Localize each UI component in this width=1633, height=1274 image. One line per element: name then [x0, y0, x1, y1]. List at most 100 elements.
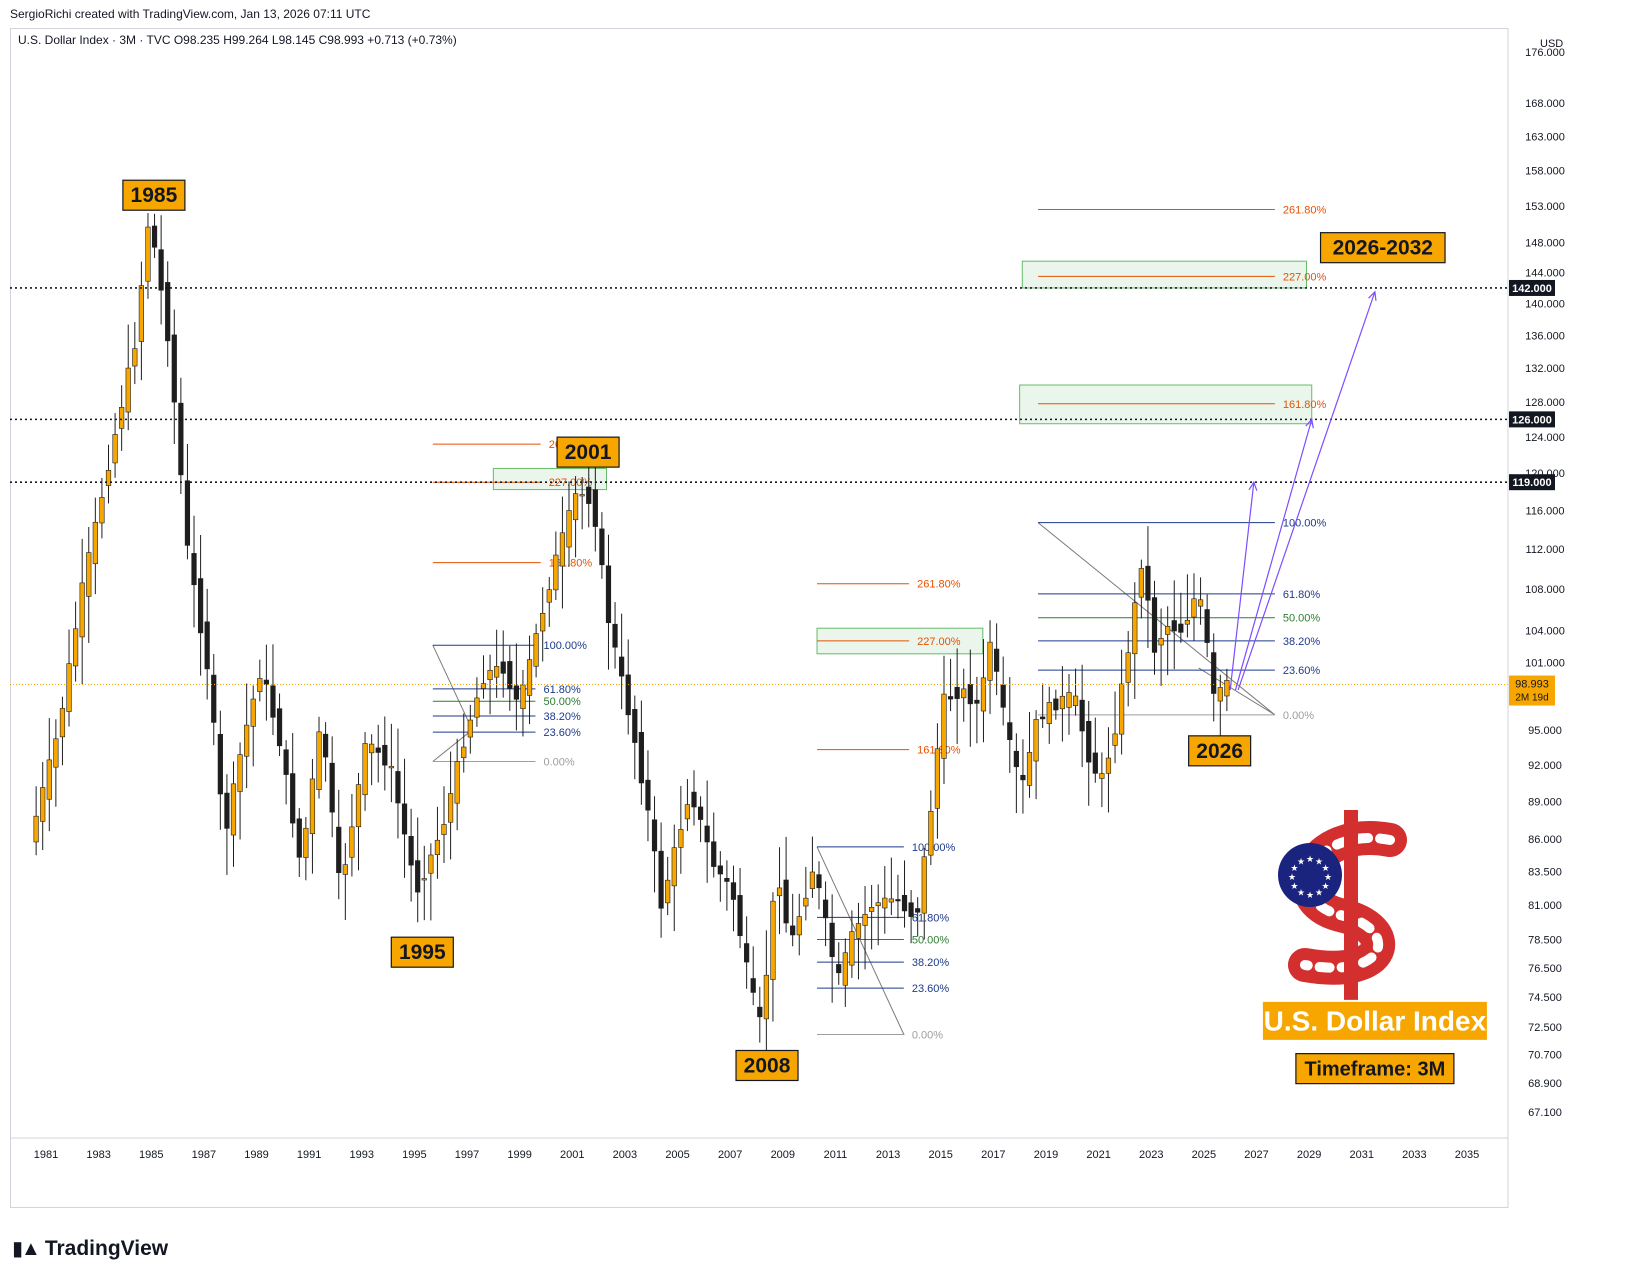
candle-body	[105, 470, 112, 486]
target-zone	[1021, 260, 1307, 289]
candle-body	[559, 532, 566, 567]
fib-level-label: 38.20%	[1283, 636, 1321, 648]
symbol-legend: U.S. Dollar Index · 3M · TVC O98.235 H99…	[18, 33, 457, 47]
fib-trend-line	[432, 644, 473, 762]
time-tick-label: 2017	[981, 1149, 1005, 1161]
price-tick-label: 140.000	[1525, 299, 1565, 311]
candle-body	[980, 677, 987, 712]
candle-body	[546, 589, 552, 603]
year-annotation-label: 2008	[744, 1054, 791, 1077]
candle-body	[1145, 565, 1151, 601]
candle-body	[316, 731, 322, 791]
candle-body	[1099, 773, 1105, 779]
candle-body	[697, 806, 704, 820]
time-tick-label: 2023	[1139, 1149, 1163, 1161]
candle-body	[776, 887, 783, 897]
star-icon: ★	[1322, 881, 1330, 891]
candle-body	[612, 623, 618, 648]
candle-body	[73, 628, 79, 667]
candle-body	[1059, 695, 1066, 710]
candle-body	[526, 659, 533, 696]
candle-body	[849, 931, 855, 966]
fib-level-label: 61.80%	[1283, 589, 1321, 601]
fib-level-label: 50.00%	[912, 935, 950, 947]
fib-level-label: 227.00%	[917, 636, 961, 648]
year-annotation-label: 2001	[565, 441, 612, 464]
fib-layer: 261.80%227.00%161.80%100.00%61.80%50.00%…	[432, 205, 1327, 1042]
star-icon: ★	[1315, 856, 1323, 866]
candle-body	[145, 226, 151, 282]
candle-body	[1138, 568, 1144, 598]
projection-arrow	[1237, 291, 1376, 691]
candle-body	[46, 759, 52, 800]
last-price-tag	[1509, 675, 1555, 706]
candle-body	[184, 480, 191, 546]
candle-body	[309, 778, 316, 835]
fib-level-label: 61.80%	[912, 912, 950, 924]
candle-body	[441, 824, 447, 835]
projection-arrow	[1234, 419, 1313, 691]
time-tick-label: 2009	[771, 1149, 795, 1161]
candle-body	[928, 810, 934, 856]
candle-body	[415, 860, 421, 893]
candle-body	[276, 708, 283, 747]
star-icon: ★	[1322, 863, 1330, 873]
candle-body	[665, 879, 671, 904]
fib-level-label: 100.00%	[1283, 518, 1327, 530]
star-icon: ★	[1306, 854, 1314, 864]
year-annotation-label: 1985	[131, 184, 178, 207]
candle-body	[112, 434, 118, 464]
candle-body	[86, 552, 92, 597]
target-zone	[1019, 384, 1313, 425]
candle-body	[461, 746, 467, 759]
candle-body	[1112, 733, 1118, 746]
candle-body	[290, 773, 296, 824]
candle-body	[336, 826, 342, 874]
fib-level-label: 38.20%	[543, 711, 581, 723]
fib-level-label: 227.00%	[1283, 271, 1327, 283]
fib-level-label: 100.00%	[543, 640, 587, 652]
candle-body	[480, 683, 487, 689]
candle-body	[796, 916, 802, 936]
candle-body	[862, 914, 868, 926]
candle-body	[987, 641, 993, 681]
fib-level-label: 161.80%	[1283, 399, 1327, 411]
candle-body	[59, 708, 66, 738]
price-tick-label: 86.000	[1528, 834, 1562, 846]
candle-body	[954, 686, 960, 699]
candle-body	[1224, 680, 1230, 697]
candle-body	[1086, 721, 1092, 763]
candle-body	[901, 895, 908, 912]
tradingview-logo[interactable]: ▮▲ TradingView	[12, 1236, 168, 1261]
us-dollar-emblem-icon: ★★★★★★★★★ ★ ★★	[1278, 810, 1407, 1016]
candle-body	[855, 923, 862, 939]
candle-body	[250, 698, 256, 727]
candle-body	[974, 699, 980, 704]
time-tick-label: 2031	[1349, 1149, 1373, 1161]
candle-body	[1000, 684, 1006, 708]
candle-body	[138, 285, 144, 342]
price-tick-label: 148.000	[1525, 237, 1565, 249]
candle-body	[158, 249, 164, 291]
candle-body	[842, 952, 848, 986]
candle-body	[967, 684, 973, 705]
candle-body	[1184, 619, 1191, 625]
candle-body	[592, 489, 598, 527]
candle-body	[33, 815, 39, 843]
candle-body	[540, 612, 546, 632]
dollar-sign-bar	[1344, 810, 1358, 1000]
candle-body	[99, 497, 105, 524]
candle-body	[362, 743, 368, 796]
candle-body	[211, 674, 217, 723]
time-tick-label: 2029	[1297, 1149, 1321, 1161]
candle-body	[730, 882, 737, 900]
star-icon: ★	[1288, 872, 1296, 882]
candle-body	[638, 732, 644, 784]
time-tick-label: 1995	[402, 1149, 426, 1161]
candle-body	[829, 922, 835, 958]
target-zone	[492, 467, 608, 491]
price-tick-label: 68.900	[1528, 1078, 1562, 1090]
candle-body	[809, 871, 816, 889]
zone-layer	[492, 260, 1313, 655]
